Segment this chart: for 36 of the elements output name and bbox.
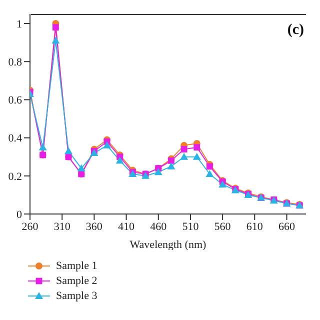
point [206, 170, 214, 177]
y-tick-label: 0.6 [8, 94, 22, 107]
x-tick-label: 360 [86, 220, 103, 233]
x-tick-label: 660 [278, 220, 296, 233]
x-tick-label: 510 [182, 220, 200, 233]
point [52, 24, 59, 31]
point [154, 168, 162, 176]
point [167, 162, 176, 170]
point [192, 152, 201, 160]
point [180, 146, 188, 152]
point [52, 36, 60, 44]
point [180, 152, 188, 160]
x-tick-label: 460 [150, 220, 168, 233]
y-tick-label: 0.4 [8, 132, 22, 145]
y-tick-label: 0.2 [8, 170, 22, 183]
annotation: (c) [287, 22, 304, 39]
y-tick-label: 0.8 [8, 56, 22, 69]
x-tick-label: 610 [246, 220, 264, 233]
point [218, 180, 227, 188]
point [64, 147, 73, 154]
legend-label: Sample 1 [56, 260, 98, 272]
point [206, 163, 213, 170]
y-tick-label: 0 [16, 208, 22, 221]
legend-label: Sample 3 [56, 290, 98, 302]
point [194, 144, 200, 151]
point [103, 141, 112, 148]
legend-label: Sample 2 [56, 274, 98, 286]
x-tick-label: 260 [22, 220, 39, 233]
x-tick-label: 560 [214, 220, 232, 233]
x-tick-label: 310 [54, 220, 71, 233]
point [77, 164, 86, 172]
point [116, 156, 124, 164]
y-tick-label: 1 [16, 18, 22, 30]
point [38, 143, 47, 150]
x-axis-title: Wavelength (nm) [130, 239, 207, 251]
x-tick-label: 410 [118, 220, 136, 233]
